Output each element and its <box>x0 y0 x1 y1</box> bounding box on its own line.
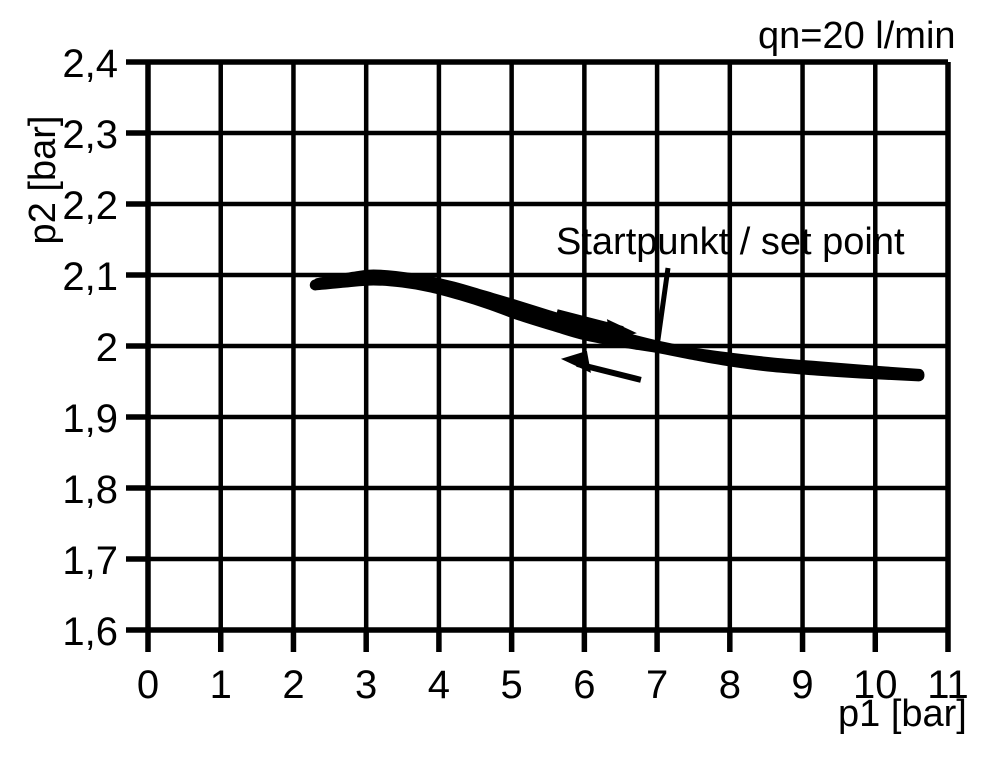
x-tick-label: 9 <box>791 663 813 707</box>
y-tick-label: 1,7 <box>62 539 118 583</box>
x-tick-label: 4 <box>428 663 450 707</box>
set-point-leader-line <box>654 267 671 347</box>
y-tick-label: 1,8 <box>62 468 118 512</box>
curve-decreasing <box>309 274 925 382</box>
x-tick-label: 8 <box>719 663 741 707</box>
x-tick-label: 0 <box>137 663 159 707</box>
y-tick-label: 2,4 <box>62 42 118 86</box>
arrow-return-head-icon <box>560 350 591 373</box>
y-tick-label: 2,1 <box>62 255 118 299</box>
y-tick-label: 1,6 <box>62 610 118 654</box>
y-tick-label: 2 <box>96 326 118 370</box>
arrow-forward-head-icon <box>606 319 637 342</box>
data-curves <box>309 269 925 382</box>
annotations <box>556 267 671 383</box>
x-tick-label: 2 <box>282 663 304 707</box>
y-tick-label: 2,3 <box>62 113 118 157</box>
y-tick-label: 2,2 <box>62 184 118 228</box>
axis-ticks: 0 1 2 3 4 5 6 7 8 9 10 11 1,6 1,7 1,8 1,9 2 2,1 2,2 2,3 2,4 <box>62 42 968 707</box>
x-tick-label: 10 <box>853 663 898 707</box>
y-tick-label: 1,9 <box>62 397 118 441</box>
x-tick-label: 3 <box>355 663 377 707</box>
x-tick-label: 11 <box>927 663 969 707</box>
x-tick-label: 1 <box>210 663 232 707</box>
x-tick-label: 7 <box>646 663 668 707</box>
x-tick-label: 6 <box>573 663 595 707</box>
grid-lines <box>145 59 951 633</box>
x-tick-label: 5 <box>501 663 523 707</box>
